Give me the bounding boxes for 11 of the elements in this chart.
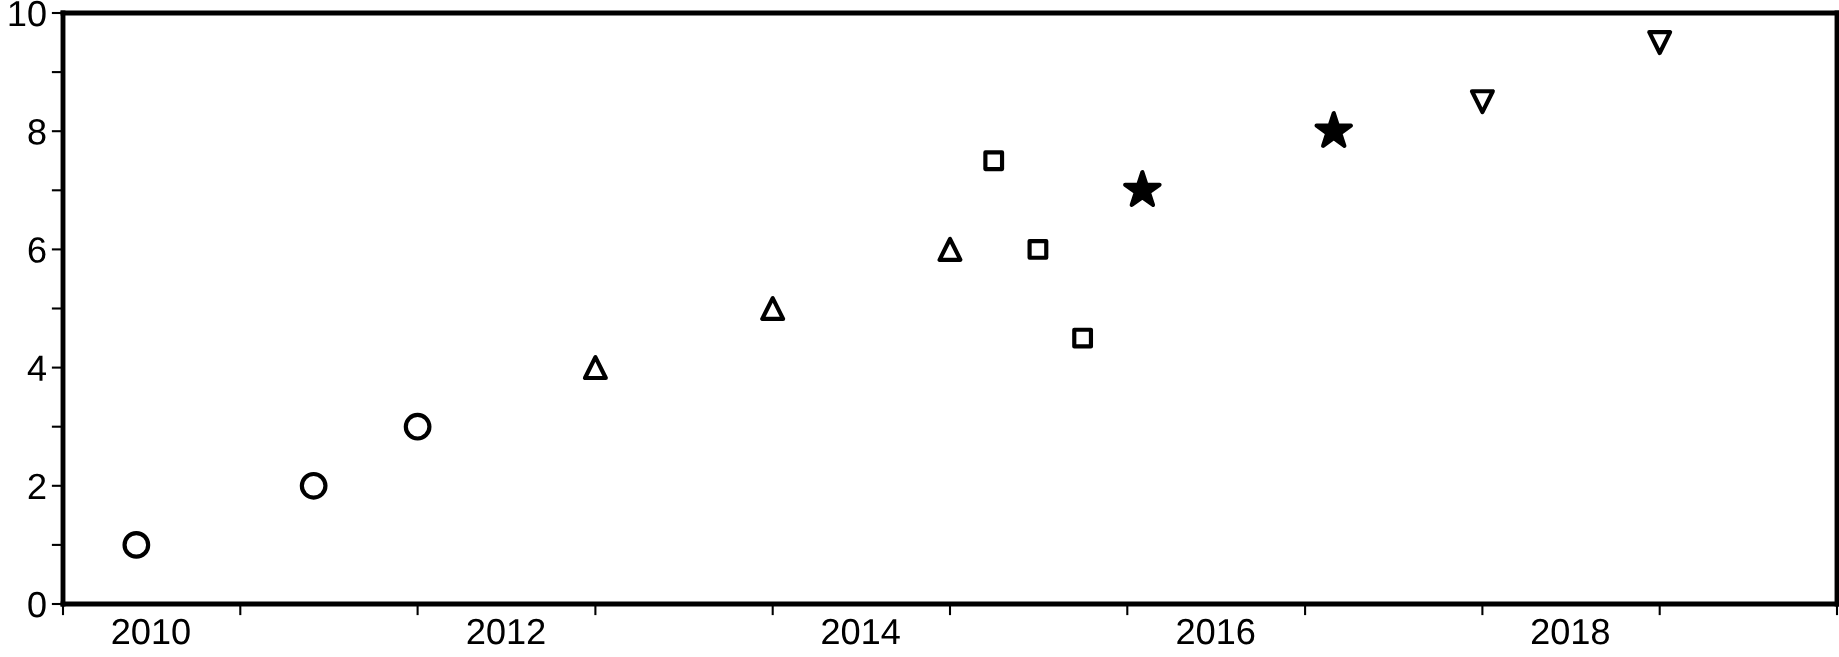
y-tick-label: 4 bbox=[27, 355, 46, 381]
x-tick-label: 2012 bbox=[467, 618, 545, 645]
y-tick-label: 2 bbox=[28, 473, 46, 499]
x-tick-label: 2010 bbox=[112, 618, 190, 645]
y-tick-label: 10 bbox=[9, 0, 46, 27]
y-tick-label: 8 bbox=[28, 119, 46, 145]
x-tick-label: 2018 bbox=[1531, 618, 1609, 645]
y-tick-label: 6 bbox=[28, 237, 46, 263]
x-tick-label: 2014 bbox=[822, 618, 900, 645]
y-tick-label: 0 bbox=[28, 591, 46, 618]
x-tick-label: 2016 bbox=[1177, 618, 1255, 645]
